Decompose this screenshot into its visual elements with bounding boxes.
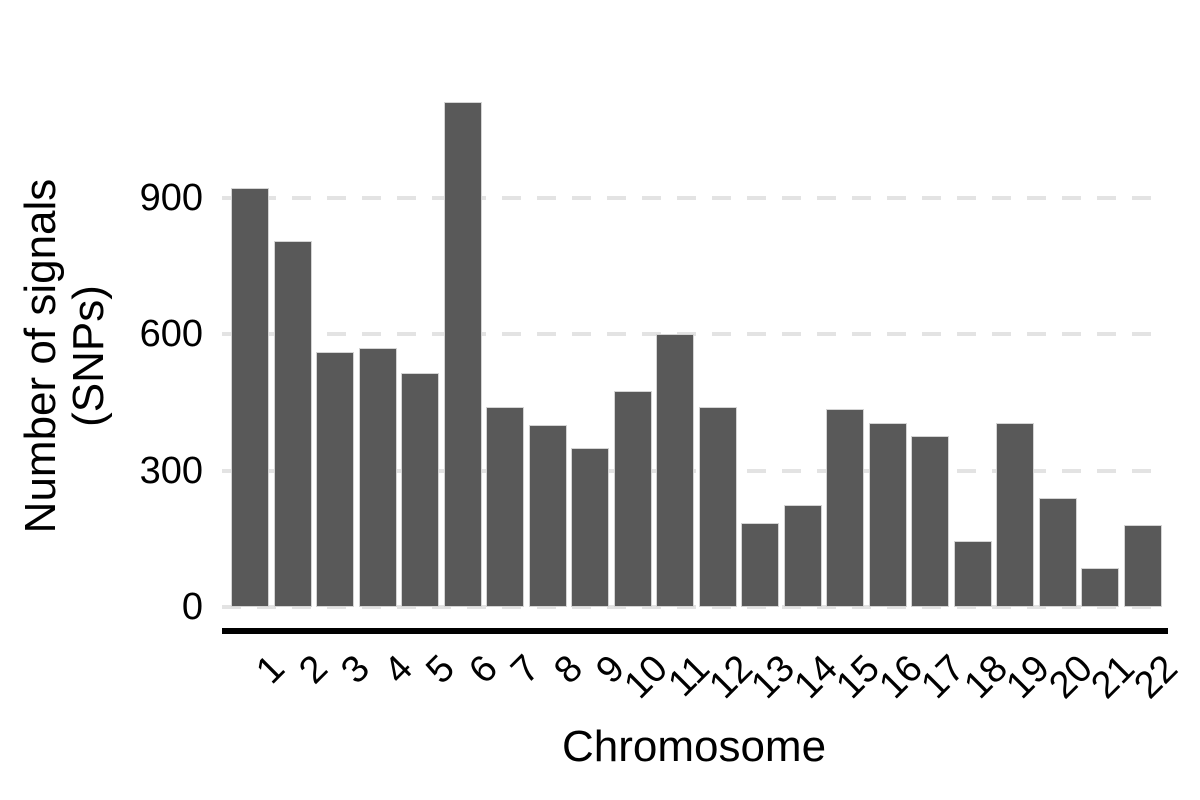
bar-chr-3 [316,352,354,607]
gridline-y-900 [222,195,1163,200]
y-axis-title-line1: Number of signals [16,178,65,534]
x-axis-title: Chromosome [561,722,827,771]
bar-chr-15 [826,409,864,607]
bar-chr-17 [911,436,949,607]
y-tick-label-0: 0 [181,586,203,628]
bar-chr-6 [443,101,482,607]
bar-chr-8 [528,425,567,607]
bar-chr-5 [401,372,439,607]
bar-chr-4 [358,347,397,607]
bar-chr-9 [571,447,609,607]
bar-chr-13 [741,522,779,607]
bar-chr-10 [613,390,652,607]
y-tick-label-900: 900 [139,176,203,219]
bar-chr-2 [273,240,312,607]
bar-chr-12 [698,406,737,607]
bar-chr-20 [1038,497,1077,607]
bar-chr-22 [1123,525,1162,607]
bar-chr-1 [231,188,269,607]
y-tick-label-600: 600 [139,313,203,355]
bar-chr-16 [868,422,907,607]
gridline-y-0 [222,605,1163,609]
bar-chr-11 [656,334,694,607]
bar-chr-21 [1081,568,1119,607]
bar-chr-14 [783,504,822,607]
y-tick-label-300: 300 [139,449,203,492]
bar-chr-19 [996,422,1034,607]
x-axis-line [222,628,1168,634]
bar-chr-18 [953,541,992,607]
bar-chr-7 [486,406,524,607]
